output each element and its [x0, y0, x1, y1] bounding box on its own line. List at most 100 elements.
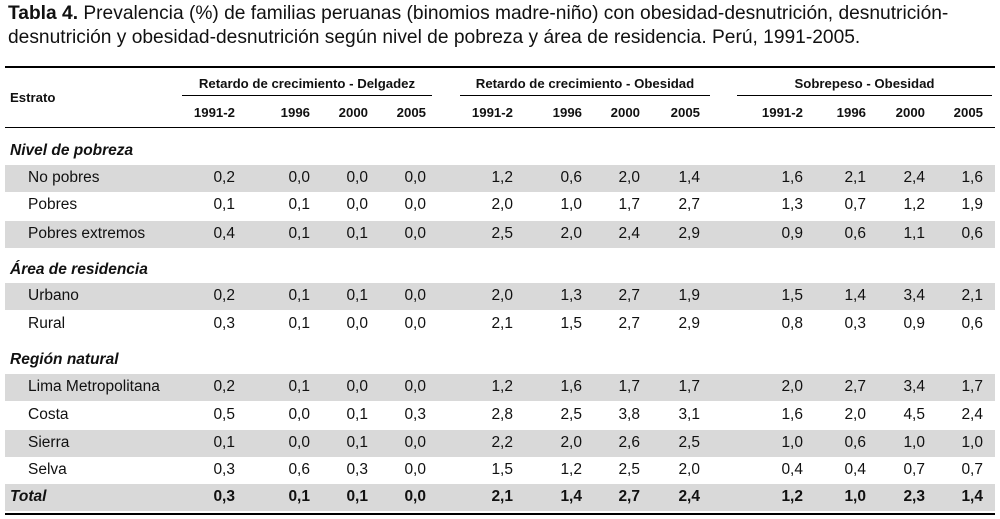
- table-cell: 0,1: [346, 406, 368, 423]
- table-cell: 1,2: [491, 169, 513, 186]
- table-cell: 2,9: [678, 315, 700, 332]
- table-cell: 0,3: [213, 461, 235, 478]
- header-group-3: Sobrepeso - Obesidad: [794, 76, 935, 91]
- table-cell: 4,5: [903, 406, 925, 423]
- table-cell: 0,1: [346, 225, 368, 242]
- table-cell: 1,6: [560, 378, 582, 395]
- table-cell: 0,0: [346, 169, 368, 186]
- table-cell: 1,9: [961, 196, 983, 213]
- header-year: 2000: [610, 105, 640, 120]
- table-cell: 1,6: [781, 169, 803, 186]
- group-underline-2: [460, 95, 710, 96]
- header-bottom-rule: [5, 127, 995, 128]
- table-cell: 2,0: [844, 406, 866, 423]
- table-cell: 2,7: [618, 488, 640, 505]
- table-cell: 0,1: [288, 287, 310, 304]
- header-year: 2005: [396, 105, 426, 120]
- row-label: Urbano: [28, 287, 79, 304]
- table-cell: 0,0: [346, 196, 368, 213]
- table-cell: 0,9: [781, 225, 803, 242]
- table-cell: 1,2: [560, 461, 582, 478]
- group-underline-3: [737, 95, 992, 96]
- row-shading: [5, 484, 995, 511]
- table-cell: 1,5: [560, 315, 582, 332]
- table-cell: 2,1: [961, 287, 983, 304]
- table-cell: 1,3: [781, 196, 803, 213]
- table-cell: 0,0: [404, 169, 426, 186]
- bottom-rule: [5, 513, 995, 515]
- table-cell: 1,3: [560, 287, 582, 304]
- table-cell: 3,4: [903, 378, 925, 395]
- table-cell: 1,9: [678, 287, 700, 304]
- table-cell: 0,6: [844, 225, 866, 242]
- table-cell: 0,6: [288, 461, 310, 478]
- table-cell: 2,4: [678, 488, 700, 505]
- row-shading: [5, 374, 995, 401]
- table-cell: 2,7: [678, 196, 700, 213]
- row-label: Lima Metropolitana: [28, 378, 160, 395]
- row-label: No pobres: [28, 169, 100, 186]
- table-cell: 1,0: [844, 488, 866, 505]
- table-cell: 2,2: [491, 434, 513, 451]
- table-cell: 0,0: [404, 378, 426, 395]
- table-cell: 1,2: [903, 196, 925, 213]
- table-cell: 2,0: [618, 169, 640, 186]
- table-cell: 0,1: [288, 196, 310, 213]
- table-cell: 0,4: [781, 461, 803, 478]
- header-year: 2000: [895, 105, 925, 120]
- row-label: Selva: [28, 461, 67, 478]
- table-cell: 1,7: [618, 378, 640, 395]
- header-year: 1996: [280, 105, 310, 120]
- header-year: 1991-2: [193, 105, 235, 120]
- table-cell: 2,5: [491, 225, 513, 242]
- table-cell: 0,3: [844, 315, 866, 332]
- table-cell: 0,2: [213, 169, 235, 186]
- table-cell: 3,1: [678, 406, 700, 423]
- table-cell: 0,0: [346, 315, 368, 332]
- header-year: 1996: [836, 105, 866, 120]
- header-year: 2000: [338, 105, 368, 120]
- section-heading: Área de residencia: [10, 261, 148, 278]
- table-cell: 0,0: [288, 169, 310, 186]
- row-label: Costa: [28, 406, 69, 423]
- table-cell: 0,0: [346, 378, 368, 395]
- row-label: Rural: [28, 315, 66, 332]
- table-cell: 2,0: [560, 434, 582, 451]
- table-cell: 0,5: [213, 406, 235, 423]
- table-cell: 2,4: [961, 406, 983, 423]
- table-cell: 1,0: [961, 434, 983, 451]
- table-cell: 3,8: [618, 406, 640, 423]
- table-cell: 0,3: [213, 315, 235, 332]
- table-cell: 2,0: [491, 287, 513, 304]
- table-cell: 0,2: [213, 378, 235, 395]
- row-label: Sierra: [28, 434, 70, 451]
- table-cell: 1,4: [844, 287, 866, 304]
- header-estrato: Estrato: [10, 90, 56, 105]
- table-cell: 0,3: [346, 461, 368, 478]
- table-cell: 1,1: [903, 225, 925, 242]
- table-cell: 0,6: [844, 434, 866, 451]
- table-cell: 2,1: [491, 488, 513, 505]
- total-row-label: Total: [10, 488, 47, 505]
- table-cell: 0,1: [346, 287, 368, 304]
- table-cell: 2,1: [844, 169, 866, 186]
- table-cell: 0,3: [213, 488, 235, 505]
- table-cell: 2,4: [903, 169, 925, 186]
- table-cell: 1,7: [961, 378, 983, 395]
- header-year: 2005: [670, 105, 700, 120]
- table-cell: 2,0: [560, 225, 582, 242]
- row-label: Pobres: [28, 196, 78, 213]
- table-cell: 2,5: [618, 461, 640, 478]
- table-cell: 0,1: [288, 315, 310, 332]
- table-caption: Tabla 4. Prevalencia (%) de familias per…: [8, 2, 993, 50]
- group-underline-1: [182, 95, 432, 96]
- table-cell: 0,1: [288, 378, 310, 395]
- table-cell: 2,6: [618, 434, 640, 451]
- table-cell: 0,0: [404, 488, 426, 505]
- table-cell: 0,0: [288, 434, 310, 451]
- table-cell: 2,0: [491, 196, 513, 213]
- table-cell: 0,1: [288, 488, 310, 505]
- table-cell: 3,4: [903, 287, 925, 304]
- table-cell: 1,7: [678, 378, 700, 395]
